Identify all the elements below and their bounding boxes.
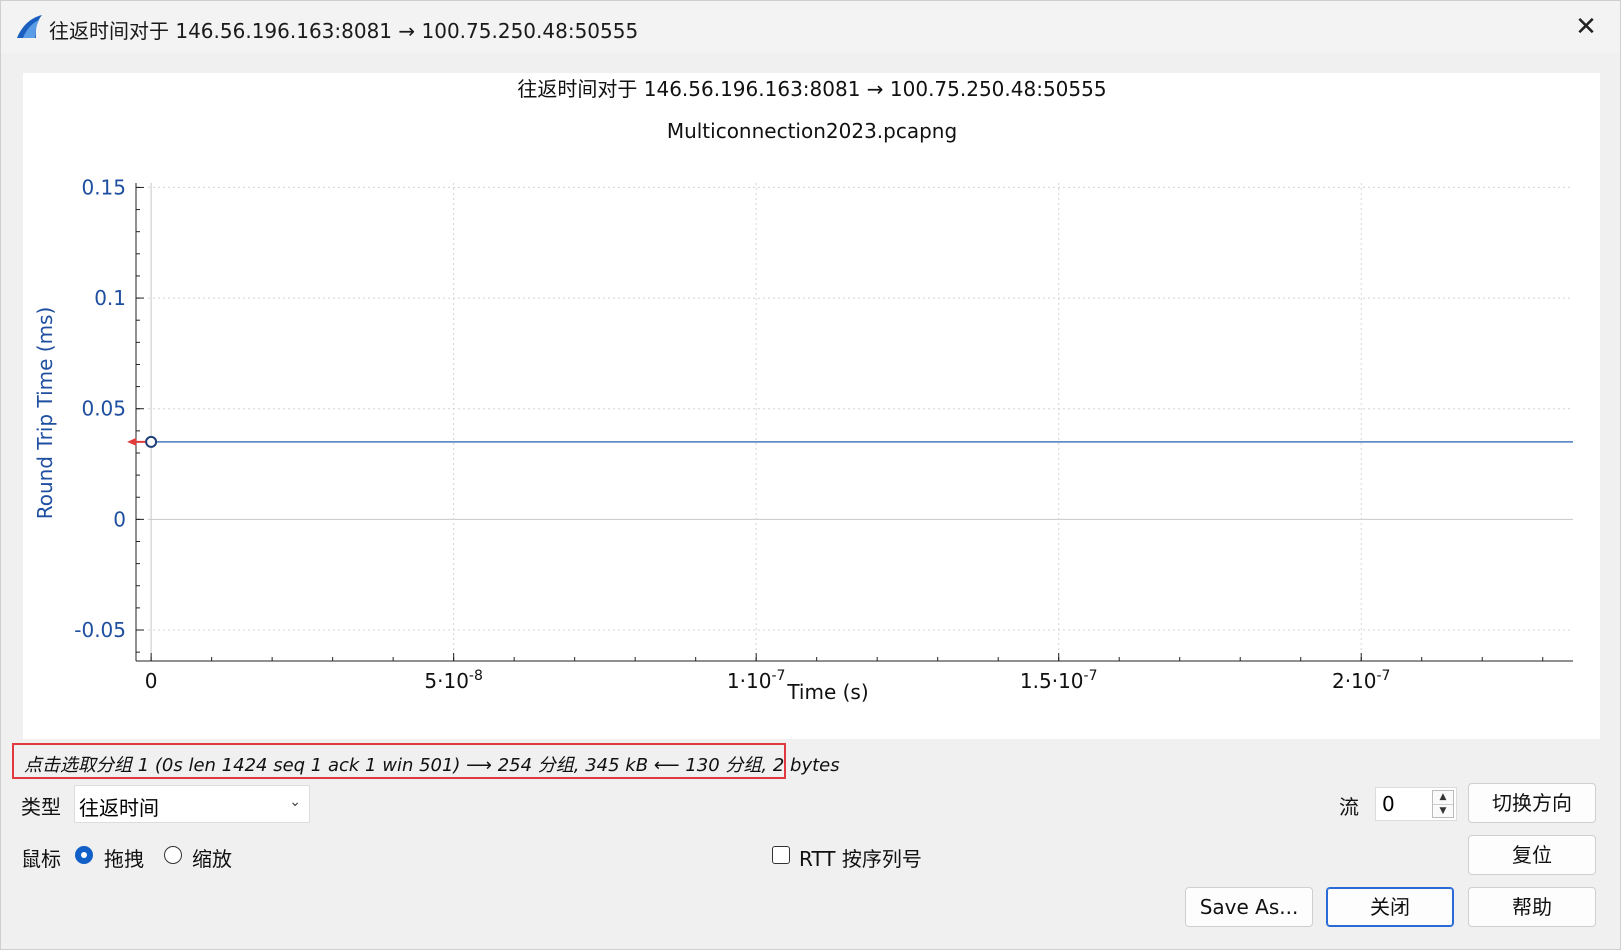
drag-label: 拖拽: [104, 847, 144, 871]
stream-spin-buttons: ▲ ▼: [1432, 790, 1454, 818]
status-highlight-box: 点击选取分组 1 (0s len 1424 seq 1 ack 1 win 50…: [12, 743, 840, 779]
reset-button[interactable]: 复位: [1468, 835, 1596, 875]
y-tick-label: 0.15: [81, 175, 126, 199]
chart-subtitle: Multiconnection2023.pcapng: [667, 119, 957, 143]
plot-area[interactable]: 往返时间对于 146.56.196.163:8081 → 100.75.250.…: [23, 73, 1600, 739]
x-axis-label: Time (s): [786, 680, 868, 704]
rtt-by-seq-label: RTT 按序列号: [799, 847, 922, 871]
save-as-button[interactable]: Save As...: [1185, 887, 1313, 927]
zoom-radio[interactable]: [164, 846, 182, 864]
zoom-label: 缩放: [192, 847, 232, 871]
y-axis-label: Round Trip Time (ms): [33, 307, 57, 520]
y-tick-label: 0.05: [81, 397, 126, 421]
close-button[interactable]: 关闭: [1326, 887, 1454, 927]
type-combobox-value: 往返时间: [79, 796, 159, 820]
chart-series: [127, 435, 1573, 448]
spin-down-icon[interactable]: ▼: [1433, 804, 1453, 818]
chevron-down-icon[interactable]: ⌄: [289, 794, 301, 810]
window-title: 往返时间对于 146.56.196.163:8081 → 100.75.250.…: [49, 19, 639, 43]
chart-title: 往返时间对于 146.56.196.163:8081 → 100.75.250.…: [517, 77, 1106, 101]
x-tick-label: 1.5·10-7: [1020, 668, 1098, 693]
stream-label: 流: [1339, 795, 1359, 819]
stream-spinbox[interactable]: 0 ▲ ▼: [1375, 787, 1457, 821]
rtt-by-seq-checkbox[interactable]: [772, 846, 790, 864]
selected-point-marker: [145, 435, 158, 448]
x-tick-label: 5·10-8: [424, 668, 483, 693]
rtt-chart[interactable]: 往返时间对于 146.56.196.163:8081 → 100.75.250.…: [23, 73, 1600, 739]
y-tick-label: 0.1: [94, 286, 126, 310]
chart-axes: 0.15 0.1 0.05 0 -0.05 0 5·10-8 1·10-7 1.5·10-7 2·…: [74, 175, 1573, 693]
switch-direction-button[interactable]: 切换方向: [1468, 783, 1596, 823]
wireshark-fin-icon: [17, 15, 42, 38]
y-tick-label: -0.05: [74, 618, 126, 642]
close-icon[interactable]: ✕: [1575, 12, 1597, 42]
help-button[interactable]: 帮助: [1468, 887, 1596, 927]
selection-arrowhead: [127, 437, 137, 446]
chart-grid: [148, 183, 1573, 661]
spin-up-icon[interactable]: ▲: [1439, 792, 1447, 802]
x-tick-label: 2·10-7: [1332, 668, 1391, 693]
status-text: 点击选取分组 1 (0s len 1424 seq 1 ack 1 win 50…: [24, 755, 840, 776]
mouse-label: 鼠标: [21, 847, 61, 871]
type-combobox[interactable]: 往返时间 ⌄: [74, 785, 310, 823]
y-tick-label: 0: [113, 507, 126, 531]
type-label: 类型: [21, 795, 61, 819]
stream-spinbox-value: 0: [1382, 792, 1395, 816]
drag-radio[interactable]: [75, 846, 93, 864]
x-tick-label: 1·10-7: [727, 668, 786, 693]
x-tick-label: 0: [145, 669, 158, 693]
title-bar: 往返时间对于 146.56.196.163:8081 → 100.75.250.…: [1, 1, 1620, 53]
